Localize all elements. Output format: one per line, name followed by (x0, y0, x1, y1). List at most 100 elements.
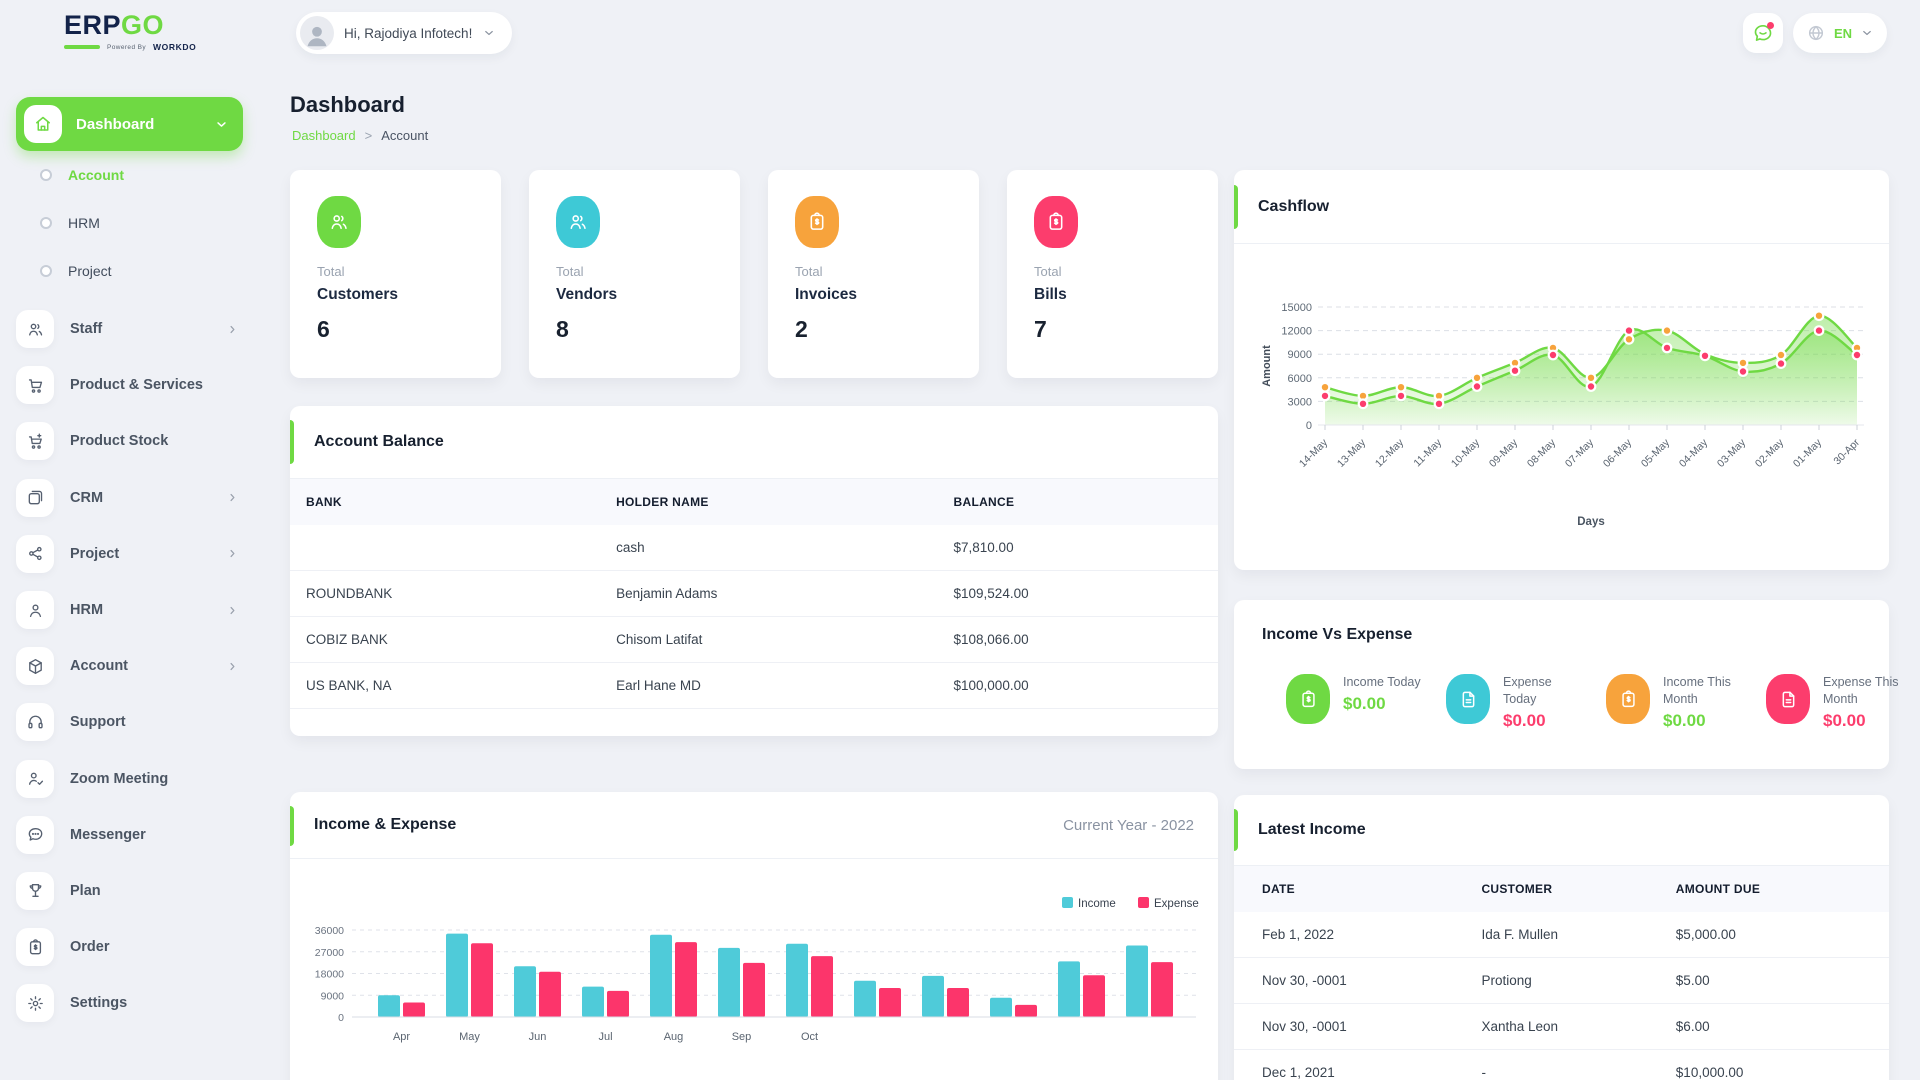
card-accent-bar (1234, 809, 1238, 851)
bullet-icon (40, 217, 52, 229)
clipboard-dollar-icon (1034, 196, 1078, 248)
table-row: ROUNDBANK Benjamin Adams $109,524.00 (290, 571, 1218, 617)
clipboard-dollar-icon (16, 928, 54, 967)
globe-icon (1806, 23, 1826, 43)
sidebar-item-plan[interactable]: Plan (16, 863, 243, 919)
sidebar-item-support[interactable]: Support (16, 694, 243, 750)
sidebar-item-messenger[interactable]: Messenger (16, 807, 243, 863)
table-cell: $5.00 (1675, 973, 1710, 988)
stat-card-vendors: Total Vendors 8 (529, 170, 740, 378)
chat-bubble-icon (1752, 22, 1774, 44)
ive-label: Income Today (1343, 675, 1421, 689)
ive-label: Expense This Month (1823, 675, 1899, 706)
table-cell: $108,066.00 (953, 632, 1029, 647)
sidebar-item-crm[interactable]: CRM (16, 470, 243, 526)
card-title: Income & Expense (314, 816, 457, 833)
sidebar-subitem-hrm[interactable]: HRM (16, 199, 243, 247)
svg-text:03-May: 03-May (1715, 436, 1749, 470)
clipboard-dollar-icon (795, 196, 839, 248)
stat-value: 2 (795, 316, 808, 342)
users-icon (556, 196, 600, 248)
latest-income-table: DATE CUSTOMER AMOUNT DUE Feb 1, 2022 Ida F. … (1234, 866, 1889, 1080)
current-year-label: Current Year - 2022 (1063, 816, 1194, 834)
latest-income-card: Latest Income DATE CUSTOMER AMOUNT DUE Feb … (1234, 795, 1889, 1080)
sidebar-item-product-services[interactable]: Product & Services (16, 357, 243, 413)
table-cell: Nov 30, -0001 (1262, 1019, 1347, 1034)
sidebar-item-hrm[interactable]: HRM (16, 582, 243, 638)
svg-text:12-May: 12-May (1373, 436, 1407, 470)
home-icon (24, 105, 62, 143)
sidebar-nav: Staff Product & Services Product Stock CRM P… (16, 301, 243, 1031)
svg-text:08-May: 08-May (1525, 436, 1559, 470)
stat-prefix: Total (1034, 264, 1062, 279)
clipboard-dollar-icon (1606, 674, 1650, 724)
ive-value: $0.00 (1663, 711, 1706, 730)
language-selector[interactable]: EN (1792, 13, 1887, 53)
sidebar-item-order[interactable]: Order (16, 919, 243, 975)
column-header: DATE (1262, 882, 1295, 896)
sidebar-subitem-account[interactable]: Account (16, 151, 243, 199)
cashflow-chart: 0 3000 6000 9000 12000 15000 Amount 14-May 13-Ma… (1234, 240, 1889, 572)
header-actions: EN (1742, 13, 1887, 53)
sidebar-item-project[interactable]: Project (16, 526, 243, 582)
ive-value: $0.00 (1503, 711, 1546, 730)
notification-dot (1766, 22, 1774, 29)
bullet-icon (40, 169, 52, 181)
cart-icon (16, 366, 54, 405)
table-cell: $5,000.00 (1675, 927, 1736, 942)
column-header: HOLDER NAME (616, 495, 709, 509)
table-row: US BANK, NA Earl Hane MD $100,000.00 (290, 663, 1218, 709)
sidebar-item-settings[interactable]: Settings (16, 975, 243, 1031)
stat-label: Vendors (556, 286, 618, 303)
table-cell: - (1481, 1065, 1486, 1080)
table-cell: COBIZ BANK (306, 632, 388, 647)
erpgo-logo: ERPGO Powered By WORKDO (64, 10, 224, 52)
chart-legend[interactable]: Income Expense (1062, 897, 1199, 910)
breadcrumb-dashboard-link[interactable]: Dashboard (292, 128, 356, 143)
sidebar-item-product-stock[interactable]: Product Stock (16, 413, 243, 469)
card-title: Income Vs Expense (1262, 626, 1413, 643)
sidebar-item-account[interactable]: Account (16, 638, 243, 694)
sidebar-subitem-project[interactable]: Project (16, 247, 243, 295)
stat-value: 7 (1034, 316, 1047, 342)
sidebar-item-staff[interactable]: Staff (16, 301, 243, 357)
sidebar-subitem-label: HRM (68, 215, 100, 231)
svg-text:36000: 36000 (315, 925, 344, 937)
svg-text:18000: 18000 (315, 969, 344, 981)
stats-row: Total Customers 6 Total Vendors 8 Total Invoice… (290, 170, 1218, 378)
table-header-row: DATE CUSTOMER AMOUNT DUE (1234, 866, 1889, 912)
ive-value: $0.00 (1823, 711, 1866, 730)
latest-income-header: Latest Income (1234, 795, 1889, 866)
language-label: EN (1833, 25, 1852, 41)
card-accent-bar (1234, 185, 1238, 229)
cashflow-card: Cashflow 0 3000 6000 9000 12000 15000 Amount 14… (1234, 170, 1889, 570)
card-accent-bar (290, 420, 294, 464)
svg-text:3000: 3000 (1288, 396, 1312, 408)
ive-value: $0.00 (1343, 694, 1386, 713)
svg-text:Apr: Apr (393, 1031, 410, 1043)
sidebar-item-label: HRM (70, 602, 104, 619)
chat-icon (16, 815, 54, 854)
svg-text:07-May: 07-May (1563, 436, 1597, 470)
table-cell: $100,000.00 (953, 678, 1029, 693)
stat-label: Customers (317, 286, 398, 303)
stat-card-invoices: Total Invoices 2 (768, 170, 979, 378)
sidebar-item-dashboard[interactable]: Dashboard (16, 97, 243, 151)
svg-text:09-May: 09-May (1487, 436, 1521, 470)
svg-text:Aug: Aug (664, 1031, 684, 1043)
table-row: COBIZ BANK Chisom Latifat $108,066.00 (290, 617, 1218, 663)
table-cell: Ida F. Mullen (1481, 927, 1558, 942)
svg-text:0: 0 (338, 1012, 344, 1024)
stat-value: 6 (317, 316, 330, 342)
table-cell: $6.00 (1675, 1019, 1710, 1034)
logo-tagline: Powered By WORKDO (64, 42, 224, 52)
logo-text: ERPGO (64, 10, 165, 40)
sidebar-item-zoom-meeting[interactable]: Zoom Meeting (16, 751, 243, 807)
card-accent-bar (290, 806, 294, 846)
notifications-button[interactable] (1742, 13, 1783, 53)
income-vs-expense-items: Income Today $0.00 Expense Today $0.00 Incom… (1286, 674, 1920, 731)
svg-text:Jul: Jul (598, 1031, 612, 1043)
svg-text:05-May: 05-May (1639, 436, 1673, 470)
breadcrumb: Dashboard > Account (292, 128, 428, 143)
user-menu[interactable]: Hi, Rajodiya Infotech! (296, 12, 513, 54)
